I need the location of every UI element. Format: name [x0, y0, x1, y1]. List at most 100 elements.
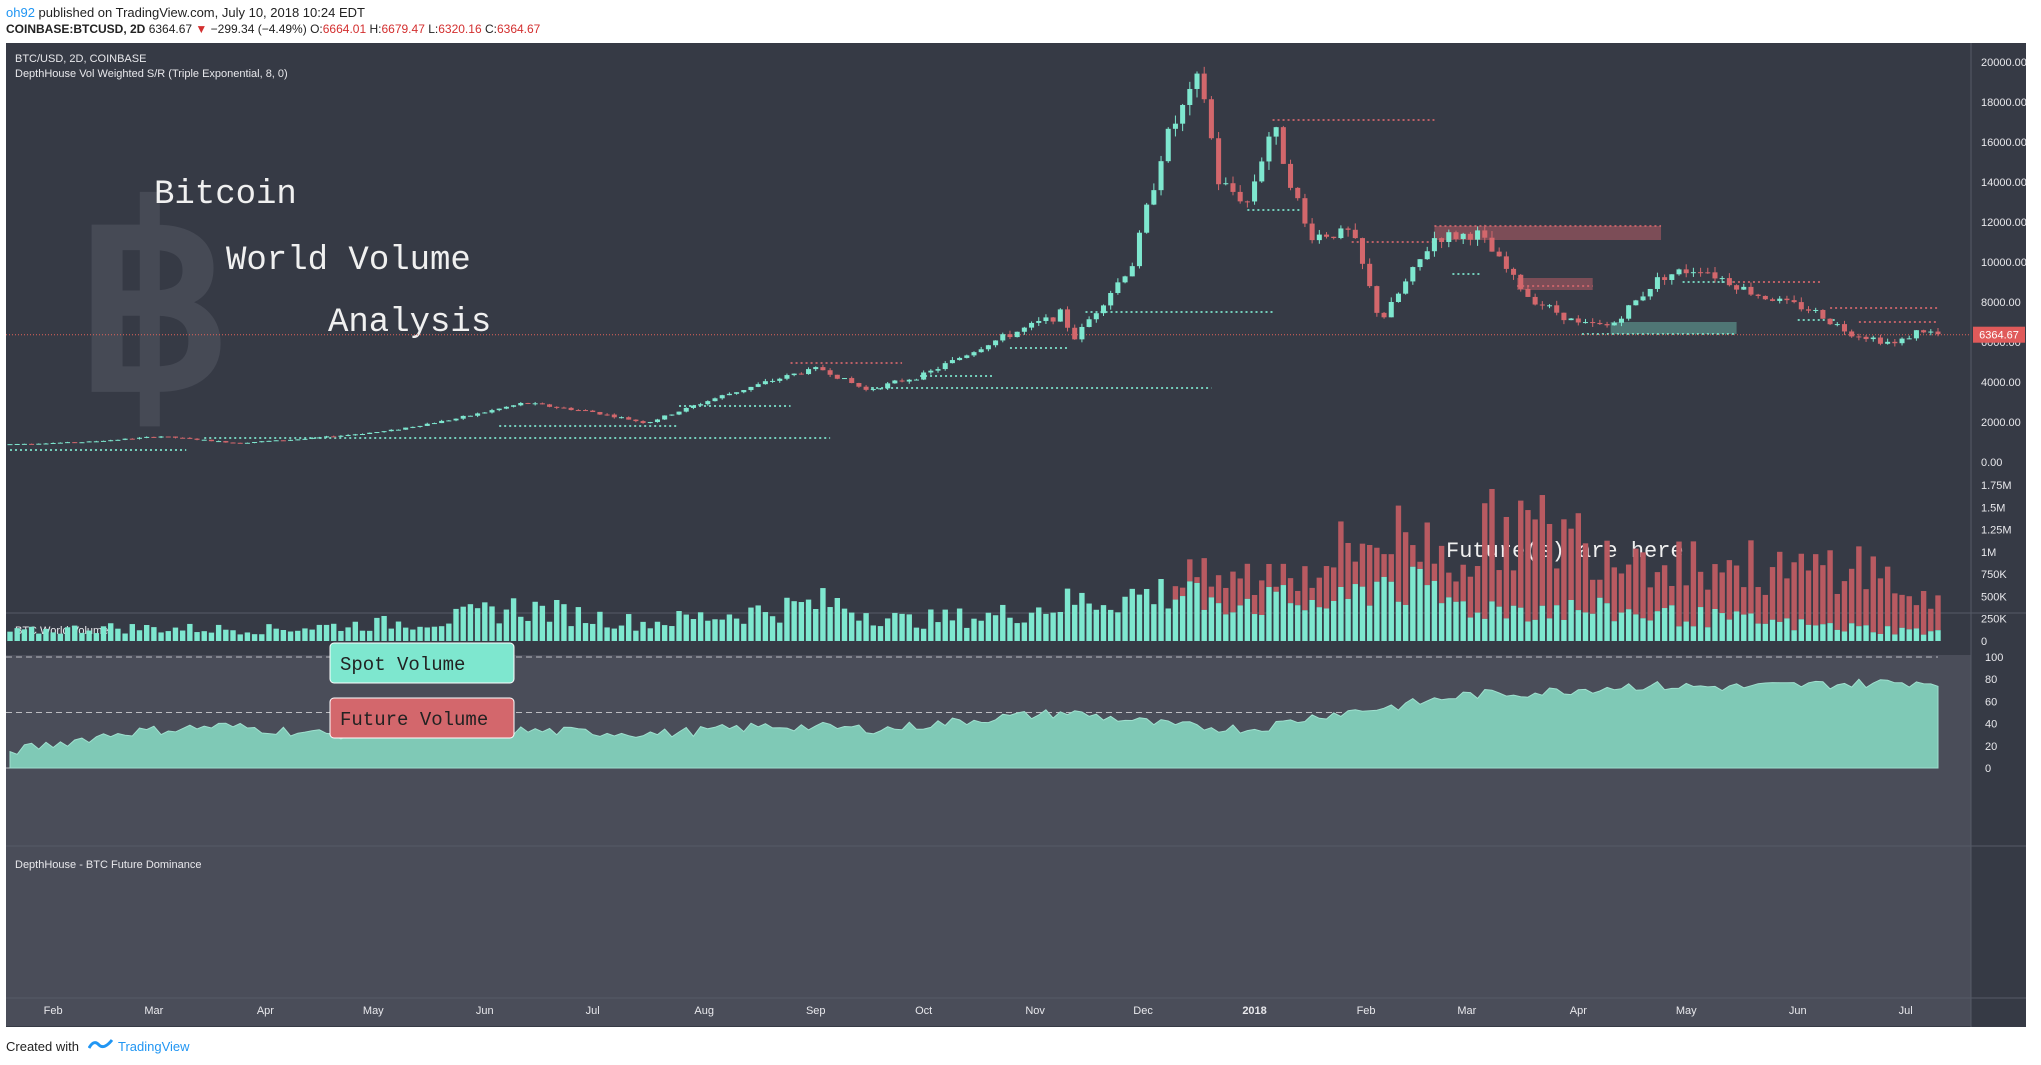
candle-up — [1223, 183, 1229, 185]
spot-volume-bar — [1431, 580, 1438, 641]
spot-volume-bar — [410, 629, 416, 641]
spot-volume-bar — [755, 605, 761, 641]
candle-up — [1252, 181, 1258, 202]
candle-up — [108, 440, 114, 442]
spot-volume-bar — [813, 609, 819, 641]
spot-volume-label: Spot Volume — [340, 654, 465, 676]
time-tick-label: Feb — [44, 1005, 63, 1017]
spot-volume-bar — [129, 624, 135, 641]
candle-up — [870, 389, 876, 391]
spot-volume-bar — [1395, 601, 1402, 641]
candle-up — [1316, 234, 1322, 241]
future-volume-bar — [1791, 562, 1797, 631]
candle-down — [29, 443, 35, 445]
spot-volume-bar — [259, 634, 265, 641]
candle-down — [899, 380, 905, 382]
candle-up — [1719, 278, 1725, 280]
candle-up — [1395, 293, 1401, 303]
candle-down — [1575, 318, 1581, 323]
volume-bars[interactable] — [7, 488, 1941, 641]
future-volume-bar — [1741, 587, 1747, 615]
future-volume-bar — [1899, 594, 1905, 628]
tradingview-logo-icon[interactable] — [87, 1037, 114, 1054]
author-link[interactable]: oh92 — [6, 5, 35, 20]
spot-volume-bar — [1841, 631, 1848, 641]
candle-down — [1827, 318, 1833, 325]
candle-down — [1705, 272, 1711, 274]
candle-up — [1618, 318, 1624, 323]
future-volume-legend: Future Volume — [329, 697, 515, 739]
spot-volume-bar — [877, 626, 884, 641]
price-tick-label: 16000.00 — [1981, 137, 2026, 149]
spot-volume-bar — [647, 628, 653, 641]
spot-volume-bar — [1230, 612, 1236, 641]
candle-down — [1539, 304, 1545, 306]
candle-up — [7, 444, 13, 446]
spot-volume-bar — [1568, 599, 1574, 641]
candle-down — [1201, 73, 1207, 100]
spot-volume-bar — [323, 624, 330, 641]
tradingview-link[interactable]: TradingView — [118, 1039, 190, 1054]
spot-volume-bar — [1352, 584, 1358, 641]
candle-down — [194, 438, 200, 440]
spot-volume-bar — [748, 607, 754, 641]
spot-volume-bar — [1446, 597, 1452, 641]
candle-up — [417, 425, 423, 427]
candle-down — [1007, 334, 1013, 338]
spot-volume-bar — [539, 605, 546, 641]
future-volume-bar — [1453, 581, 1459, 602]
future-volume-bar — [1561, 519, 1567, 620]
spot-volume-bar — [1892, 634, 1898, 641]
candle-up — [647, 422, 653, 424]
candle-up — [388, 429, 394, 432]
candle-up — [1273, 127, 1279, 137]
future-volume-bar — [1906, 596, 1912, 630]
future-volume-bar — [1374, 547, 1380, 582]
spot-volume-bar — [625, 614, 632, 641]
candle-up — [1647, 288, 1653, 297]
spot-volume-bar — [208, 632, 215, 641]
candles[interactable] — [7, 66, 1941, 446]
candle-up — [885, 383, 891, 389]
spot-volume-bar — [1690, 626, 1697, 641]
spot-volume-bar — [1705, 627, 1711, 641]
spot-volume-bar — [467, 604, 474, 641]
spot-volume-legend: Spot Volume — [329, 642, 515, 684]
spot-volume-bar — [1510, 605, 1517, 641]
spot-volume-bar — [1086, 603, 1092, 641]
spot-volume-bar — [57, 633, 64, 641]
future-volume-bar — [1798, 553, 1805, 620]
future-volume-bar — [1259, 580, 1265, 616]
spot-volume-bar — [1518, 607, 1524, 641]
spot-volume-bar — [1259, 615, 1265, 641]
spot-volume-bar — [1007, 617, 1013, 641]
future-volume-bar — [1366, 544, 1373, 606]
candle-down — [1453, 232, 1459, 239]
volume-tick-label: 1.75M — [1981, 480, 2012, 492]
future-volume-bar — [1604, 540, 1610, 604]
spot-volume-bar — [1201, 609, 1207, 641]
chart-area[interactable]: ฿ Bitcoin World Volume Analysis Future(s… — [6, 43, 2027, 1027]
candle-up — [1417, 259, 1423, 268]
future-volume-bar — [1338, 521, 1344, 587]
candle-up — [1813, 309, 1819, 311]
future-volume-bar — [1669, 585, 1675, 606]
future-volume-bar — [1287, 578, 1294, 604]
spot-volume-bar — [964, 627, 970, 641]
candle-down — [561, 407, 567, 409]
spot-volume-bar — [179, 630, 186, 641]
candle-up — [1899, 338, 1905, 344]
candle-up — [410, 426, 416, 428]
candle-down — [1856, 336, 1862, 338]
spot-volume-bar — [892, 612, 898, 641]
spot-volume-bar — [431, 626, 438, 641]
future-volume-bar — [1431, 563, 1438, 581]
dominance-area[interactable] — [9, 678, 1939, 769]
future-volume-bar — [1201, 558, 1207, 610]
spot-volume-bar — [1575, 610, 1581, 641]
candle-down — [1208, 99, 1214, 139]
spot-volume-bar — [273, 628, 279, 641]
spot-volume-bar — [741, 623, 747, 641]
spot-volume-bar — [79, 632, 85, 641]
chart-svg[interactable]: ฿ Bitcoin World Volume Analysis Future(s… — [6, 43, 2027, 1027]
